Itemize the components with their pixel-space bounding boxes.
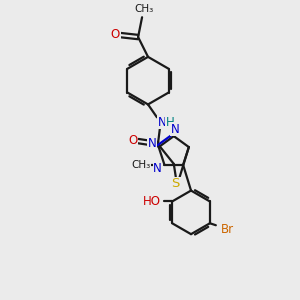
Text: N: N — [153, 162, 162, 175]
Text: HO: HO — [143, 195, 161, 208]
Text: CH₃: CH₃ — [134, 4, 154, 14]
Text: Br: Br — [221, 223, 234, 236]
Text: CH₃: CH₃ — [131, 160, 150, 170]
Text: H: H — [165, 116, 174, 129]
Text: O: O — [128, 134, 138, 147]
Text: N: N — [147, 136, 156, 150]
Text: S: S — [172, 177, 180, 190]
Text: N: N — [170, 123, 179, 136]
Text: N: N — [158, 116, 166, 129]
Text: O: O — [111, 28, 120, 40]
